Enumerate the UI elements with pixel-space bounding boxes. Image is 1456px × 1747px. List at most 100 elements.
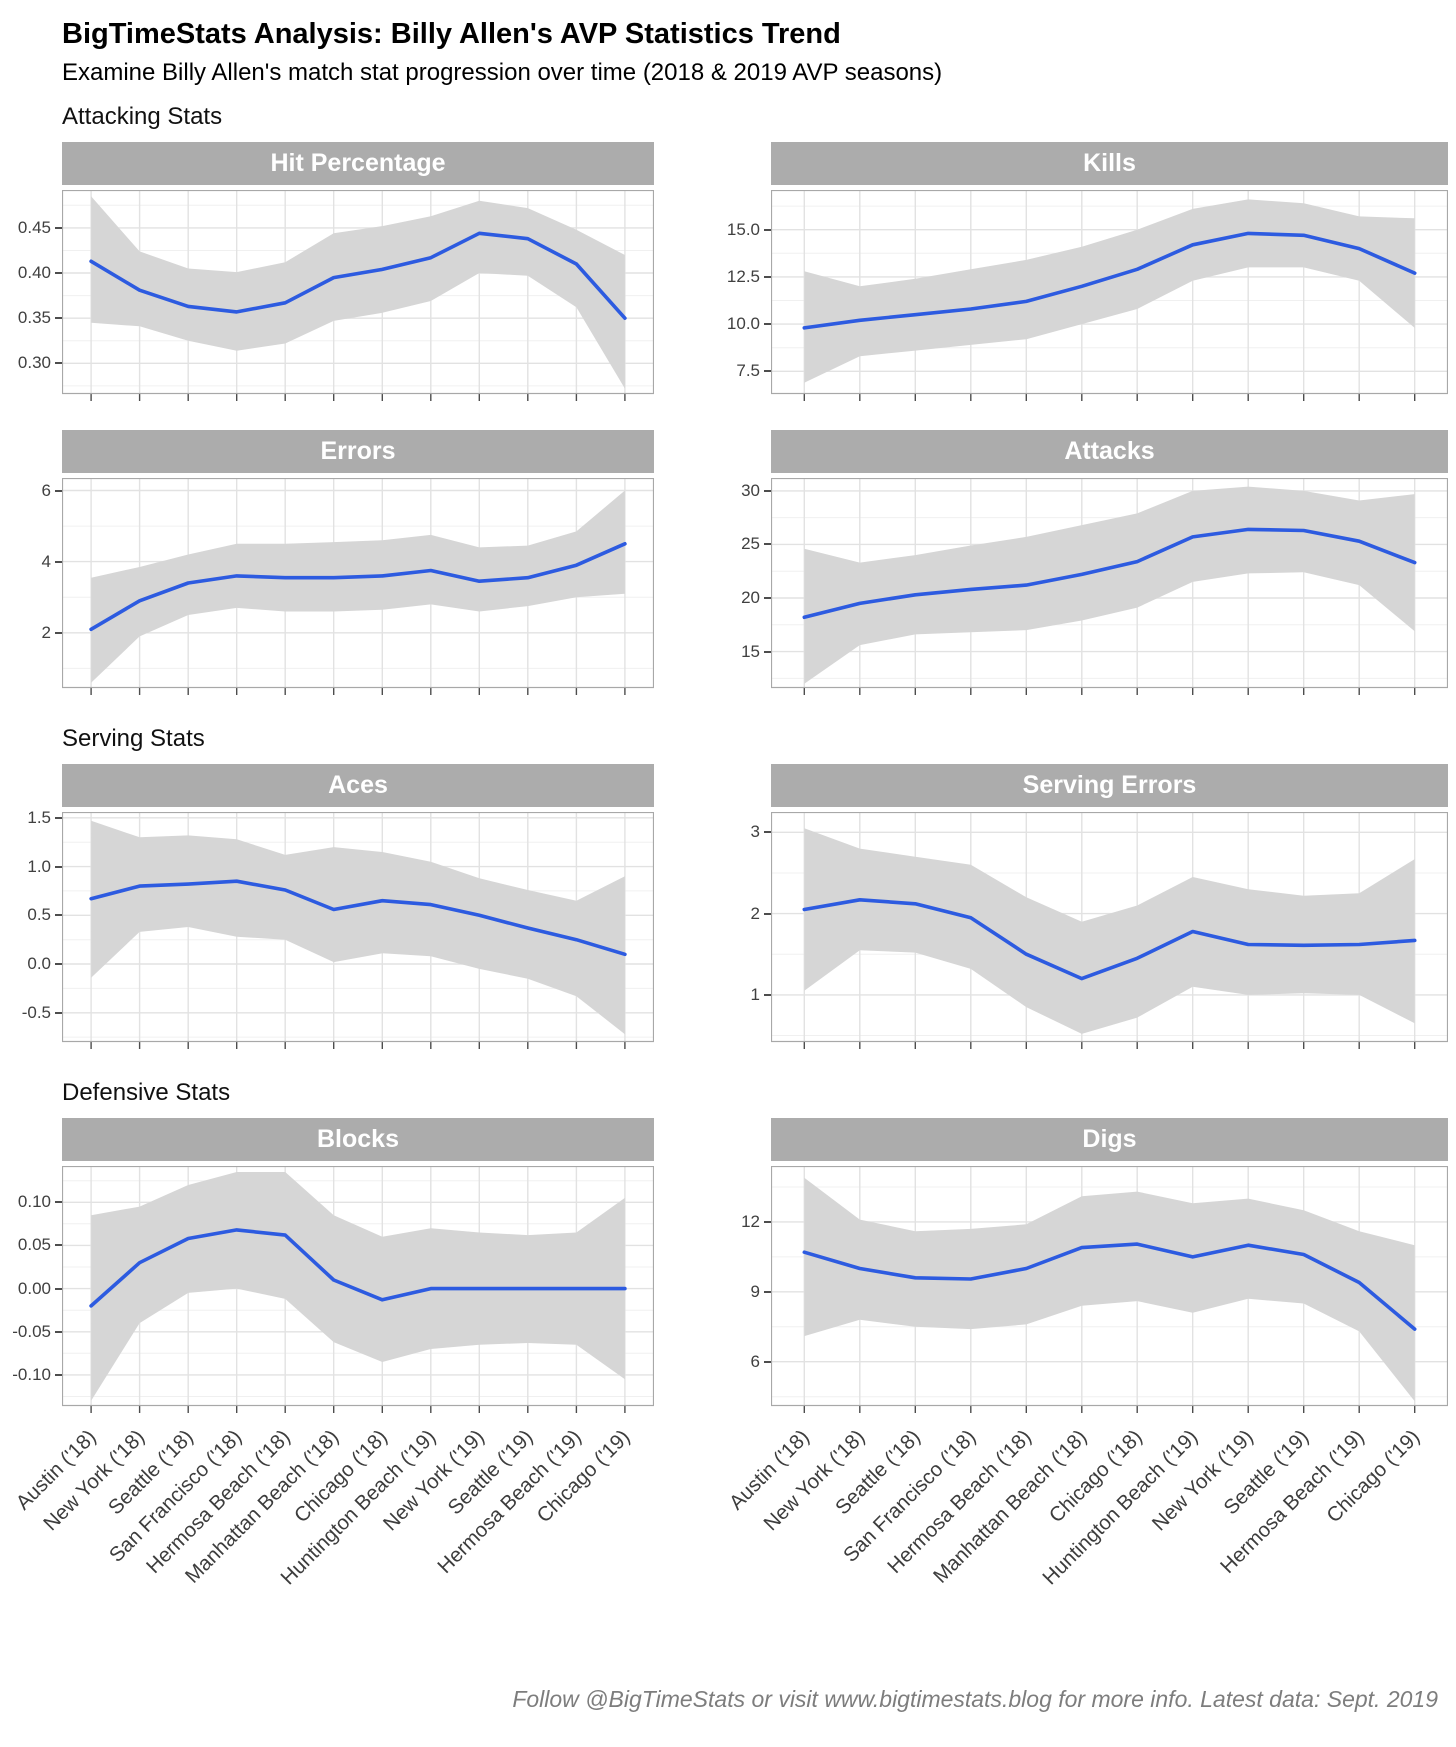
aces-plot xyxy=(62,812,654,1050)
y-tick-mark xyxy=(55,1011,62,1014)
panel-strip-title: Hit Percentage xyxy=(62,142,654,185)
y-tick-mark xyxy=(55,272,62,274)
chart-kills: Kills 7.5 10.0 12.5 15.0 xyxy=(654,142,1456,402)
y-tick-mark xyxy=(55,1201,62,1204)
panel-strip-title: Blocks xyxy=(62,1118,654,1161)
y-tick-label: 15.0 xyxy=(726,219,760,239)
y-tick-mark xyxy=(55,631,62,634)
panel-strip-title: Digs xyxy=(771,1118,1448,1161)
x-axis-svg: Austin ('18)New York ('18)Seattle ('18)S… xyxy=(12,1425,635,1589)
confidence-band xyxy=(91,196,625,389)
y-tick-mark xyxy=(764,831,771,834)
y-tick-mark xyxy=(764,1360,771,1363)
panel-border xyxy=(62,478,654,689)
gutter-spacer xyxy=(654,1414,771,1682)
y-tick-label: 0.5 xyxy=(27,905,51,925)
y-tick-label: 6 xyxy=(750,1351,760,1371)
trend-line xyxy=(802,1242,1417,1331)
y-axis: 2 4 6 xyxy=(4,478,62,696)
y-tick-mark xyxy=(55,963,62,965)
plot-svg xyxy=(62,812,654,1049)
chart-hit-percentage: Hit Percentage 0.30 0.35 0.40 0.45 xyxy=(4,142,654,402)
y-tick-label: 0.45 xyxy=(17,217,51,237)
section-heading-defensive-stats: Defensive Stats xyxy=(62,1079,231,1106)
y-tick-mark xyxy=(55,865,62,868)
panel-strip-title: Kills xyxy=(771,142,1448,185)
y-tick-mark xyxy=(764,370,771,373)
y-tick-mark xyxy=(55,560,62,563)
plot-svg xyxy=(62,1166,654,1413)
confidence-band xyxy=(804,199,1415,383)
hit-percentage-plot xyxy=(62,190,654,402)
y-tick-mark xyxy=(764,543,771,546)
chart-row-3: Aces -0.5 0.0 0.5 1.0 1.5 Serving Errors 1 2 3 xyxy=(4,764,1450,1050)
y-tick-label: 0.0 xyxy=(27,954,51,973)
y-tick-label: 3 xyxy=(750,822,760,842)
y-tick-mark xyxy=(764,275,771,278)
trend-line xyxy=(89,542,627,632)
y-tick-label: 0.30 xyxy=(17,353,51,373)
section-heading-serving-stats: Serving Stats xyxy=(62,725,205,752)
y-tick-mark xyxy=(764,650,771,653)
trend-line xyxy=(802,527,1417,620)
y-tick-label: 30 xyxy=(741,480,760,500)
panel-strip-title: Attacks xyxy=(771,430,1448,473)
trend-line xyxy=(89,1228,627,1308)
attacks-plot xyxy=(771,478,1448,696)
plot-svg xyxy=(62,190,654,401)
y-tick-mark xyxy=(55,1287,62,1290)
y-tick-label: 0.10 xyxy=(17,1192,51,1212)
confidence-band xyxy=(91,1172,625,1401)
blocks-plot xyxy=(62,1166,654,1414)
y-tick-label: 12 xyxy=(741,1211,760,1231)
y-axis: 7.5 10.0 12.5 15.0 xyxy=(654,190,771,402)
trend-line xyxy=(802,231,1417,330)
gutter-spacer xyxy=(4,1414,62,1682)
y-tick-label: 1 xyxy=(750,984,760,1004)
y-tick-label: 0.40 xyxy=(17,263,51,282)
plot-svg xyxy=(771,190,1448,401)
chart-attacks: Attacks 15 20 25 30 xyxy=(654,430,1456,696)
plot-svg xyxy=(771,1166,1448,1413)
chart-blocks: Blocks -0.10 -0.05 0.00 0.05 0.10 xyxy=(4,1118,654,1414)
chart-row-4: Blocks -0.10 -0.05 0.00 0.05 0.10 Digs 6 9 12 xyxy=(4,1118,1450,1414)
y-tick-mark xyxy=(764,597,771,599)
panel-border xyxy=(62,812,654,1043)
y-tick-label: 4 xyxy=(41,551,51,571)
y-tick-mark xyxy=(55,362,62,365)
x-axis-labels-left: Austin ('18) New York ('18) Seattle ('18) S… xyxy=(12,1414,654,1682)
y-tick-mark xyxy=(55,1244,62,1247)
serving-errors-plot xyxy=(771,812,1448,1050)
y-tick-mark xyxy=(764,228,771,231)
report-header: BigTimeStats Analysis: Billy Allen's AVP… xyxy=(62,16,1450,88)
section-heading-attacking-stats: Attacking Stats xyxy=(62,103,223,130)
panel-border xyxy=(771,478,1448,689)
trend-line xyxy=(89,231,627,320)
y-axis: 1 2 3 xyxy=(654,812,771,1050)
confidence-band xyxy=(804,828,1415,1034)
y-axis: -0.10 -0.05 0.00 0.05 0.10 xyxy=(4,1166,62,1414)
y-tick-mark xyxy=(55,816,62,819)
y-tick-label: 0.00 xyxy=(17,1278,51,1298)
confidence-band xyxy=(804,1177,1415,1402)
plot-svg xyxy=(771,812,1448,1049)
page-subtitle: Examine Billy Allen's match stat progres… xyxy=(62,59,943,86)
trend-line xyxy=(802,898,1417,981)
y-axis: 6 9 12 xyxy=(654,1166,771,1414)
y-tick-mark xyxy=(764,993,771,996)
confidence-band xyxy=(804,486,1415,684)
y-tick-label: 7.5 xyxy=(736,361,760,381)
y-tick-label: -0.05 xyxy=(12,1321,51,1341)
confidence-band xyxy=(91,820,625,1035)
chart-digs: Digs 6 9 12 xyxy=(654,1118,1456,1414)
y-tick-label: 0.35 xyxy=(17,308,51,328)
y-tick-label: 15 xyxy=(741,641,760,661)
y-tick-label: 2 xyxy=(750,903,760,923)
x-axis-labels-right: Austin ('18) New York ('18) Seattle ('18) S… xyxy=(725,1414,1448,1682)
y-tick-label: 20 xyxy=(741,588,760,607)
y-axis: -0.5 0.0 0.5 1.0 1.5 xyxy=(4,808,62,1050)
panel-strip-title: Serving Errors xyxy=(771,764,1448,807)
y-axis: 0.30 0.35 0.40 0.45 xyxy=(4,190,62,402)
y-tick-mark xyxy=(764,912,771,915)
